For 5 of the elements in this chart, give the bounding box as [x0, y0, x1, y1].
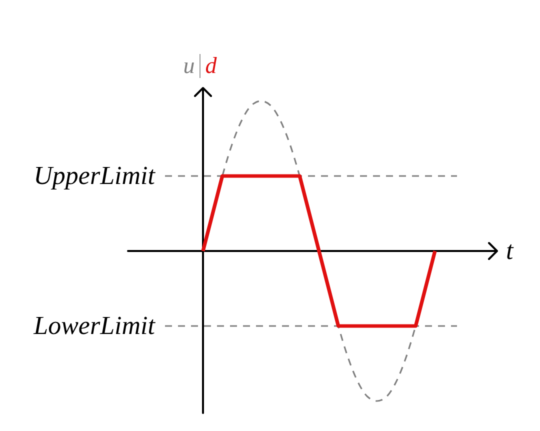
ref-line-label: LowerLimit — [32, 311, 156, 340]
text: d — [205, 53, 218, 78]
text: u — [183, 53, 195, 78]
x-axis-title: t — [506, 236, 514, 265]
ref-line-label: UpperLimit — [34, 161, 156, 190]
